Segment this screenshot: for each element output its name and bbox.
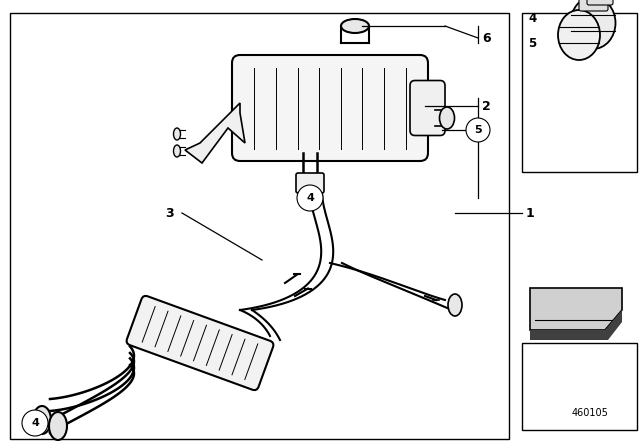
Text: 6: 6 [482, 31, 491, 44]
Bar [522, 13, 637, 172]
Ellipse shape [173, 145, 180, 157]
Polygon shape [530, 310, 622, 340]
Ellipse shape [570, 0, 616, 49]
Ellipse shape [33, 406, 51, 434]
Ellipse shape [49, 412, 67, 440]
Circle shape [22, 410, 48, 436]
Ellipse shape [341, 19, 369, 33]
Text: 3: 3 [165, 207, 173, 220]
Text: 5: 5 [528, 36, 536, 49]
Polygon shape [530, 288, 622, 330]
FancyBboxPatch shape [296, 173, 324, 193]
Bar [10, 13, 509, 439]
Circle shape [466, 118, 490, 142]
Text: 4: 4 [31, 418, 39, 428]
Text: 1: 1 [526, 207, 535, 220]
Text: 4: 4 [306, 193, 314, 203]
Ellipse shape [558, 10, 600, 60]
Text: 460105: 460105 [572, 408, 609, 418]
Bar [522, 343, 637, 430]
Ellipse shape [440, 107, 454, 129]
Ellipse shape [448, 294, 462, 316]
FancyBboxPatch shape [579, 0, 608, 11]
Polygon shape [185, 103, 245, 163]
Ellipse shape [173, 128, 180, 140]
Text: 5: 5 [474, 125, 482, 135]
Text: 4: 4 [528, 12, 536, 25]
FancyBboxPatch shape [410, 81, 445, 135]
FancyBboxPatch shape [127, 296, 273, 390]
Text: 2: 2 [482, 99, 491, 112]
Circle shape [297, 185, 323, 211]
FancyBboxPatch shape [232, 55, 428, 161]
FancyBboxPatch shape [587, 0, 613, 5]
